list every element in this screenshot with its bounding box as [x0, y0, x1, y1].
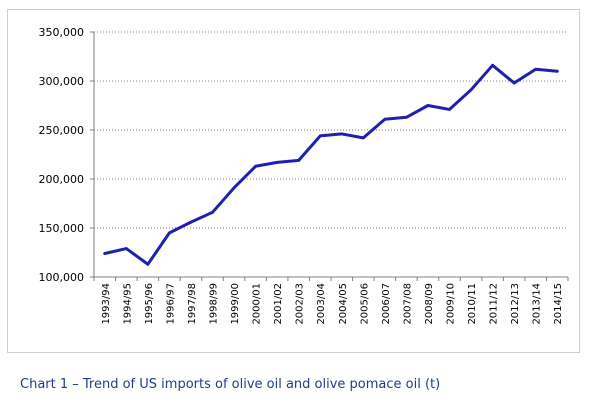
data-point — [512, 81, 516, 85]
data-point — [254, 164, 257, 168]
x-tick-label: 1996/97 — [165, 283, 176, 325]
data-point — [103, 252, 107, 255]
series-layer — [103, 63, 559, 266]
y-tick-label: 250,000 — [39, 124, 85, 137]
x-tick-label: 2006/07 — [381, 283, 392, 325]
data-point — [361, 136, 365, 140]
y-tick-labels: 100,000 150,000 200,000 250,000 300,000 350,0… — [39, 26, 85, 284]
x-tick-label: 1998/99 — [209, 283, 220, 325]
data-point — [318, 134, 322, 138]
x-tick-label: 2012/13 — [510, 283, 521, 325]
y-tick-label: 300,000 — [39, 75, 85, 88]
data-point — [383, 117, 387, 121]
grid-lines — [94, 31, 568, 229]
data-point — [534, 67, 538, 71]
chart-caption: Chart 1 – Trend of US imports of olive o… — [20, 377, 441, 392]
data-point — [297, 158, 301, 162]
data-point — [189, 220, 193, 224]
data-point — [491, 63, 494, 67]
x-tick-label: 2009/10 — [446, 283, 457, 325]
x-tick-label: 2013/14 — [532, 283, 543, 325]
x-tick-label: 1997/98 — [187, 283, 198, 325]
y-tick-label: 200,000 — [39, 173, 85, 186]
data-point — [275, 160, 279, 164]
x-tick-label: 2008/09 — [424, 283, 435, 325]
x-tick-label: 2000/01 — [252, 283, 263, 325]
axes — [90, 31, 569, 281]
x-tick-label: 1999/00 — [230, 283, 241, 325]
x-tick-label: 2014/15 — [553, 283, 564, 325]
data-point — [405, 115, 408, 119]
series-line-0 — [103, 63, 559, 266]
x-tick-label: 2004/05 — [338, 283, 349, 325]
data-point — [146, 262, 150, 266]
x-tick-label: 1994/95 — [122, 283, 133, 325]
x-tick-label: 2007/08 — [402, 283, 413, 325]
data-point — [340, 132, 344, 136]
chart-frame — [7, 9, 580, 353]
data-point — [211, 210, 214, 214]
x-tick-label: 1993/94 — [101, 283, 112, 325]
data-point — [448, 108, 451, 111]
y-tick-label: 350,000 — [39, 26, 85, 39]
data-point — [232, 186, 236, 190]
x-tick-label: 2005/06 — [359, 283, 370, 325]
x-tick-labels: 1993/94 1994/95 1995/96 1996/97 1997/98 1998/… — [101, 283, 564, 325]
data-point — [426, 104, 430, 107]
y-tick-label: 150,000 — [39, 222, 85, 235]
y-tick-label: 100,000 — [39, 271, 85, 284]
data-point — [469, 88, 473, 92]
x-tick-label: 2002/03 — [295, 283, 306, 325]
data-point — [555, 69, 559, 73]
x-tick-label: 2010/11 — [467, 283, 478, 325]
x-tick-label: 1995/96 — [144, 283, 155, 325]
data-point — [124, 247, 128, 250]
x-tick-label: 2003/04 — [316, 283, 327, 325]
x-tick-label: 2001/02 — [273, 283, 284, 325]
data-point — [168, 231, 171, 235]
x-tick-label: 2011/12 — [489, 283, 500, 325]
